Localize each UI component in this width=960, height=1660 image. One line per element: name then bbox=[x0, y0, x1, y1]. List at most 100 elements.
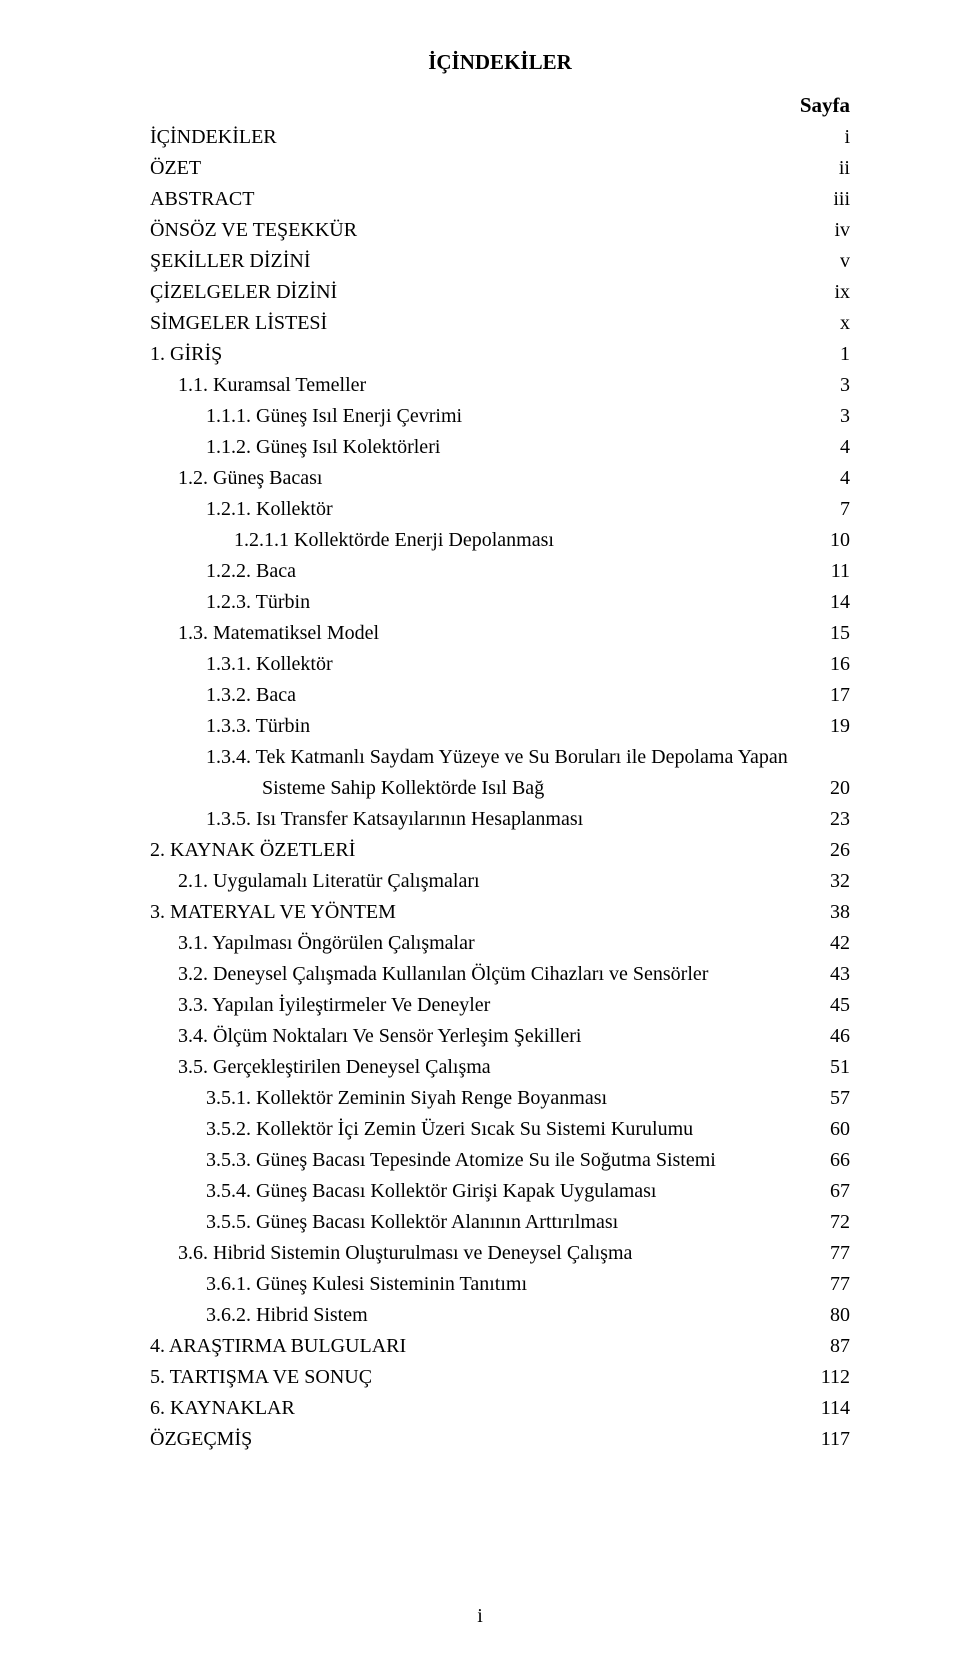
toc-row: 1. GİRİŞ 1 bbox=[150, 339, 850, 370]
toc-page-number: iv bbox=[816, 215, 850, 246]
toc-label: 3.6.2. Hibrid Sistem bbox=[206, 1300, 368, 1331]
toc-page-number: iii bbox=[816, 184, 850, 215]
toc-row: ÖZGEÇMİŞ117 bbox=[150, 1424, 850, 1455]
toc-row: 3.2. Deneysel Çalışmada Kullanılan Ölçüm… bbox=[150, 959, 850, 990]
toc-page-number: 87 bbox=[816, 1331, 850, 1362]
toc-page-number: 16 bbox=[816, 649, 850, 680]
toc-page-number: 15 bbox=[816, 618, 850, 649]
toc-row: 2. KAYNAK ÖZETLERİ26 bbox=[150, 835, 850, 866]
toc-label: 3.5. Gerçekleştirilen Deneysel Çalışma bbox=[178, 1052, 491, 1083]
toc-page-number: 3 bbox=[816, 370, 850, 401]
toc-row: 3.5.1. Kollektör Zeminin Siyah Renge Boy… bbox=[150, 1083, 850, 1114]
footer-page-number: i bbox=[0, 1605, 960, 1628]
toc-label: 3.5.3. Güneş Bacası Tepesinde Atomize Su… bbox=[206, 1145, 716, 1176]
toc-row: 3.6. Hibrid Sistemin Oluşturulması ve De… bbox=[150, 1238, 850, 1269]
toc-row: 1.3.1. Kollektör16 bbox=[150, 649, 850, 680]
toc-row: 1.3.5. Isı Transfer Katsayılarının Hesap… bbox=[150, 804, 850, 835]
toc-page-number: ix bbox=[816, 277, 850, 308]
toc-label: 1.2.1. Kollektör bbox=[206, 494, 333, 525]
toc-row: 5. TARTIŞMA VE SONUÇ 112 bbox=[150, 1362, 850, 1393]
toc-label: 6. KAYNAKLAR bbox=[150, 1393, 295, 1424]
toc-row: 1.1. Kuramsal Temeller3 bbox=[150, 370, 850, 401]
toc-row: ÖNSÖZ VE TEŞEKKÜRiv bbox=[150, 215, 850, 246]
toc-row: 1.3.2. Baca17 bbox=[150, 680, 850, 711]
toc-label: 3.6.1. Güneş Kulesi Sisteminin Tanıtımı bbox=[206, 1269, 527, 1300]
toc-label: 1.3. Matematiksel Model bbox=[178, 618, 379, 649]
toc-label: 1.3.2. Baca bbox=[206, 680, 296, 711]
toc-row: 1.1.2. Güneş Isıl Kolektörleri 4 bbox=[150, 432, 850, 463]
toc-page-number: 80 bbox=[816, 1300, 850, 1331]
toc-label: 3.4. Ölçüm Noktaları Ve Sensör Yerleşim … bbox=[178, 1021, 581, 1052]
toc-page-number: 45 bbox=[816, 990, 850, 1021]
toc-row: 3.5.5. Güneş Bacası Kollektör Alanının A… bbox=[150, 1207, 850, 1238]
toc-label: 3.2. Deneysel Çalışmada Kullanılan Ölçüm… bbox=[178, 959, 708, 990]
toc-page-number: 43 bbox=[816, 959, 850, 990]
toc-page-number: 67 bbox=[816, 1176, 850, 1207]
toc-row: 1.2.1. Kollektör 7 bbox=[150, 494, 850, 525]
toc-label: ŞEKİLLER DİZİNİ bbox=[150, 246, 311, 277]
toc-row: 3.1. Yapılması Öngörülen Çalışmalar42 bbox=[150, 928, 850, 959]
toc-label: 3.5.4. Güneş Bacası Kollektör Girişi Kap… bbox=[206, 1176, 656, 1207]
toc-row: ÖZETii bbox=[150, 153, 850, 184]
toc-row: 1.1.1. Güneş Isıl Enerji Çevrimi3 bbox=[150, 401, 850, 432]
toc-label: ÇİZELGELER DİZİNİ bbox=[150, 277, 337, 308]
page-container: İÇİNDEKİLER Sayfa İÇİNDEKİLERiÖZETiiABST… bbox=[0, 0, 960, 1660]
toc-label: 4. ARAŞTIRMA BULGULARI bbox=[150, 1331, 406, 1362]
toc-label: 5. TARTIŞMA VE SONUÇ bbox=[150, 1362, 372, 1393]
toc-page-number: 32 bbox=[816, 866, 850, 897]
toc-page-number: 114 bbox=[816, 1393, 850, 1424]
toc-label: 1. GİRİŞ bbox=[150, 339, 222, 370]
toc-page-number: 72 bbox=[816, 1207, 850, 1238]
toc-label: 1.3.5. Isı Transfer Katsayılarının Hesap… bbox=[206, 804, 583, 835]
toc-row: 3.5.3. Güneş Bacası Tepesinde Atomize Su… bbox=[150, 1145, 850, 1176]
toc-row: SİMGELER LİSTESİ x bbox=[150, 308, 850, 339]
toc-label: 1.2.1.1 Kollektörde Enerji Depolanması bbox=[234, 525, 554, 556]
toc-page-number: 20 bbox=[816, 773, 850, 804]
toc-row: 1.2.3. Türbin14 bbox=[150, 587, 850, 618]
toc-label: 1.2.2. Baca bbox=[206, 556, 296, 587]
toc-page-number: 3 bbox=[816, 401, 850, 432]
toc-page-number: i bbox=[816, 122, 850, 153]
toc-row: 6. KAYNAKLAR 114 bbox=[150, 1393, 850, 1424]
toc-label: 3.5.1. Kollektör Zeminin Siyah Renge Boy… bbox=[206, 1083, 607, 1114]
toc-page-number: 117 bbox=[816, 1424, 850, 1455]
toc-page-number: 57 bbox=[816, 1083, 850, 1114]
toc-page-number: 1 bbox=[816, 339, 850, 370]
toc-row: 1.3. Matematiksel Model 15 bbox=[150, 618, 850, 649]
toc-label: Sisteme Sahip Kollektörde Isıl Bağ bbox=[262, 773, 544, 804]
page-column-label: Sayfa bbox=[150, 93, 850, 118]
toc-page-number: 77 bbox=[816, 1238, 850, 1269]
toc-label: ÖZET bbox=[150, 153, 201, 184]
toc-page-number: 77 bbox=[816, 1269, 850, 1300]
toc-page-number: 112 bbox=[816, 1362, 850, 1393]
toc-page-number: x bbox=[816, 308, 850, 339]
toc-label: 1.1.2. Güneş Isıl Kolektörleri bbox=[206, 432, 440, 463]
toc-row: ABSTRACT iii bbox=[150, 184, 850, 215]
toc-page-number: 14 bbox=[816, 587, 850, 618]
toc-label: 3. MATERYAL VE YÖNTEM bbox=[150, 897, 396, 928]
toc-label: 3.6. Hibrid Sistemin Oluşturulması ve De… bbox=[178, 1238, 632, 1269]
toc-label: 3.5.5. Güneş Bacası Kollektör Alanının A… bbox=[206, 1207, 618, 1238]
toc-row: 3.5.2. Kollektör İçi Zemin Üzeri Sıcak S… bbox=[150, 1114, 850, 1145]
toc-label: 3.5.2. Kollektör İçi Zemin Üzeri Sıcak S… bbox=[206, 1114, 693, 1145]
toc-label: 3.1. Yapılması Öngörülen Çalışmalar bbox=[178, 928, 475, 959]
toc-page-number: 19 bbox=[816, 711, 850, 742]
toc-row: 4. ARAŞTIRMA BULGULARI 87 bbox=[150, 1331, 850, 1362]
toc-row: 3.5.4. Güneş Bacası Kollektör Girişi Kap… bbox=[150, 1176, 850, 1207]
toc-row: 1.2. Güneş Bacası4 bbox=[150, 463, 850, 494]
toc-page-number: 7 bbox=[816, 494, 850, 525]
toc-label: İÇİNDEKİLER bbox=[150, 122, 277, 153]
toc-row: 1.2.1.1 Kollektörde Enerji Depolanması 10 bbox=[150, 525, 850, 556]
toc-label: ABSTRACT bbox=[150, 184, 254, 215]
toc-row: Sisteme Sahip Kollektörde Isıl Bağ 20 bbox=[150, 773, 850, 804]
toc-page-number: 66 bbox=[816, 1145, 850, 1176]
toc-page-number: 10 bbox=[816, 525, 850, 556]
toc-page-number: 4 bbox=[816, 463, 850, 494]
toc-label: 1.3.4. Tek Katmanlı Saydam Yüzeye ve Su … bbox=[206, 742, 788, 773]
toc-row: ÇİZELGELER DİZİNİ ix bbox=[150, 277, 850, 308]
toc-page-number: 11 bbox=[816, 556, 850, 587]
toc-page-number: 23 bbox=[816, 804, 850, 835]
toc-page-number: 60 bbox=[816, 1114, 850, 1145]
toc-page-number: 4 bbox=[816, 432, 850, 463]
toc-label: SİMGELER LİSTESİ bbox=[150, 308, 327, 339]
